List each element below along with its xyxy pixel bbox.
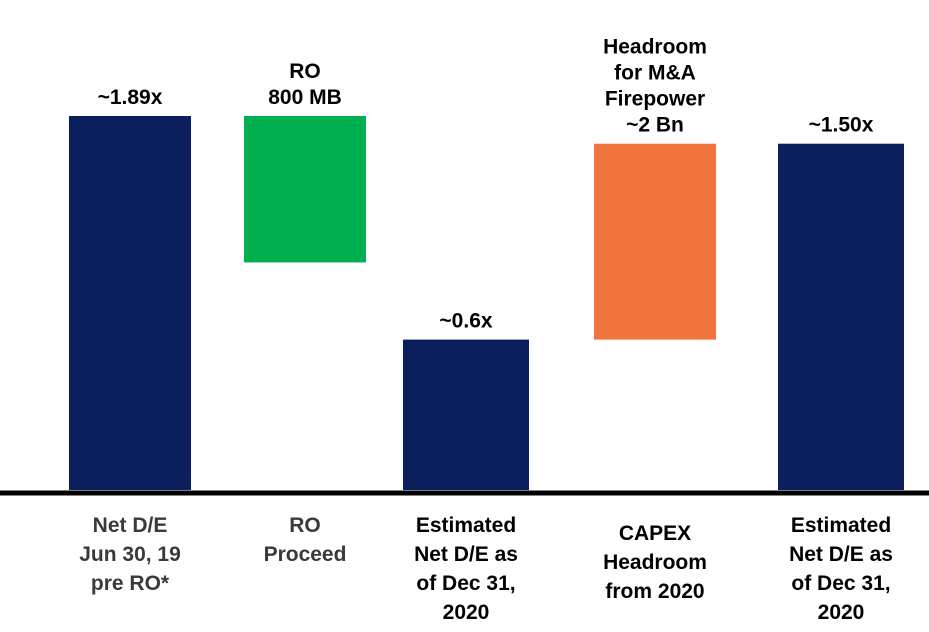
bar-5 [778, 143, 904, 490]
category-label-1: Net D/E Jun 30, 19 pre RO* [79, 514, 181, 595]
bar-4 [594, 143, 716, 340]
value-label-1: ~1.89x [98, 86, 163, 109]
category-label-3: Estimated Net D/E as of Dec 31, 2020 [414, 514, 518, 624]
category-label-2: RO Proceed [264, 514, 347, 566]
bar-2 [244, 116, 366, 263]
bars-group [69, 116, 904, 490]
value-label-2: RO 800 MB [268, 60, 342, 109]
value-label-3: ~0.6x [439, 310, 492, 333]
value-labels-group: ~1.89x RO 800 MB ~0.6x Headroom for M&A Firepo… [98, 36, 874, 333]
bar-3 [403, 339, 529, 490]
value-label-4: Headroom for M&A Firepower ~2 Bn [603, 36, 707, 137]
value-label-5: ~1.50x [809, 114, 874, 137]
category-labels-group: Net D/E Jun 30, 19 pre RO* RO Proceed Estimat… [79, 514, 893, 624]
category-label-5: Estimated Net D/E as of Dec 31, 2020 [789, 514, 893, 624]
bar-1 [69, 116, 191, 490]
category-label-4: CAPEX Headroom from 2020 [603, 522, 707, 603]
